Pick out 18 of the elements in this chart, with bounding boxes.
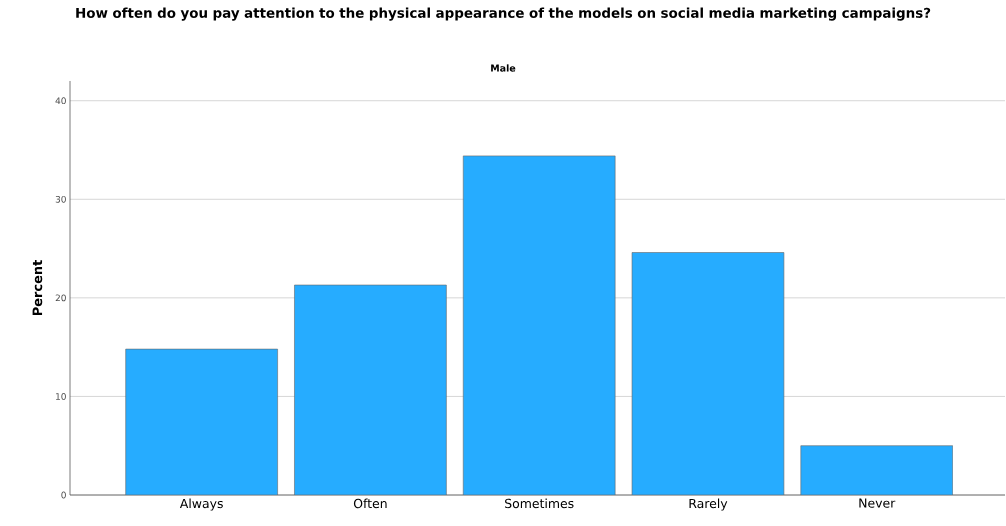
y-tick-label: 40 bbox=[55, 97, 66, 105]
y-tick-label: 0 bbox=[61, 491, 66, 499]
y-tick-label: 10 bbox=[56, 393, 66, 400]
x-tick-label: Never bbox=[859, 498, 896, 508]
y-tick-label: 30 bbox=[55, 195, 66, 203]
x-tick-label: Sometimes bbox=[505, 498, 574, 509]
bar bbox=[800, 445, 953, 495]
bar bbox=[125, 348, 278, 495]
y-tick-label: 20 bbox=[55, 294, 66, 302]
x-tick-label: Often bbox=[353, 498, 387, 509]
bar bbox=[294, 284, 447, 495]
bar bbox=[462, 155, 616, 495]
x-tick-label: Rarely bbox=[689, 498, 728, 511]
chart-subtitle: Male bbox=[491, 64, 516, 72]
chart-title: How often do you pay attention to the physical appearance of the models on social media marketing campaigns? bbox=[76, 7, 931, 21]
x-tick-label: Always bbox=[179, 498, 223, 511]
bar bbox=[631, 252, 785, 495]
y-axis-title: Percent bbox=[32, 260, 43, 316]
